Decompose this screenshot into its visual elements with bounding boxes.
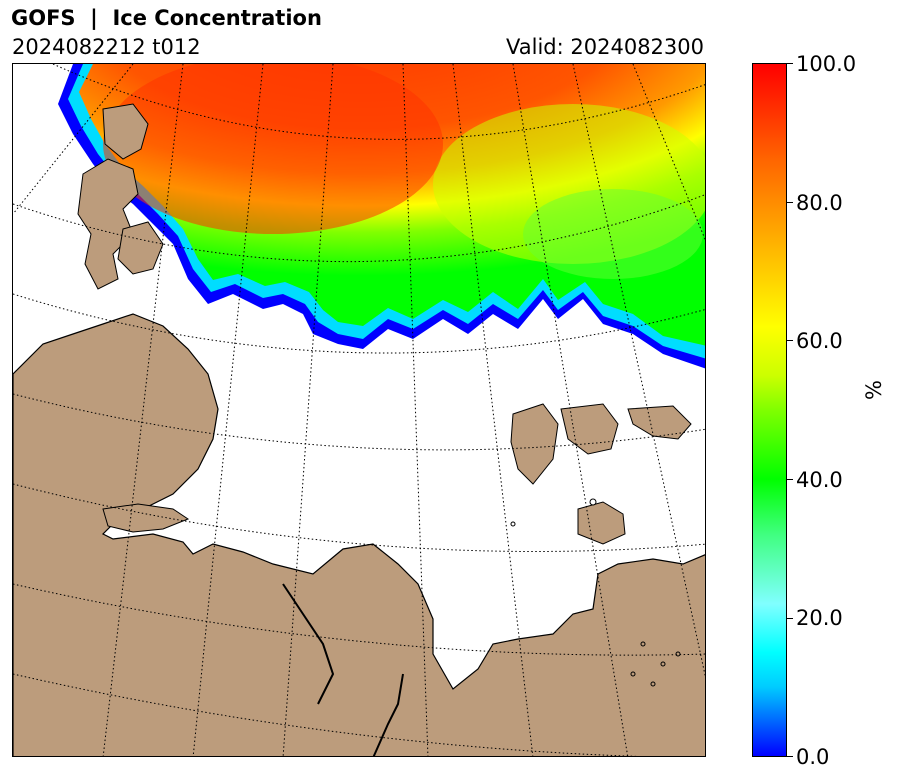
- colorbar-tick-mark: [787, 202, 793, 203]
- ice-red-core: [103, 64, 443, 234]
- ne-island-b: [560, 403, 619, 455]
- colorbar: [752, 63, 787, 757]
- islet: [589, 498, 597, 506]
- islet: [675, 651, 681, 657]
- river-ob: [372, 673, 404, 756]
- map-panel: [12, 63, 706, 757]
- mainland: [13, 313, 705, 756]
- river-pechora: [282, 583, 335, 705]
- islet: [510, 521, 516, 527]
- kola-peninsula: [102, 503, 190, 533]
- ice-green-patch: [523, 189, 703, 279]
- latitude-lines: [13, 64, 705, 756]
- islet: [660, 661, 666, 667]
- colorbar-tick-mark: [787, 63, 793, 64]
- colorbar-tick-mark: [787, 340, 793, 341]
- nw-island: [102, 103, 149, 160]
- ne-island-a: [510, 403, 559, 485]
- chart-title: GOFS | Ice Concentration: [11, 6, 322, 30]
- ne-island-c: [627, 405, 692, 440]
- islet: [640, 641, 646, 647]
- bear-island: [117, 221, 164, 275]
- colorbar-tick-label: 60.0: [796, 329, 843, 353]
- ne-island-d: [577, 501, 626, 545]
- islet: [630, 671, 636, 677]
- svalbard-landmass: [77, 158, 139, 290]
- colorbar-tick-mark: [787, 479, 793, 480]
- colorbar-tick-mark: [787, 756, 793, 757]
- colorbar-tick-label: 40.0: [796, 468, 843, 492]
- colorbar-tick-label: 100.0: [796, 52, 857, 76]
- colorbar-tick-mark: [787, 618, 793, 619]
- islet: [650, 681, 656, 687]
- colorbar-unit-label: %: [862, 380, 886, 400]
- colorbar-tick-label: 20.0: [796, 606, 843, 630]
- valid-time-label: Valid: 2024082300: [506, 35, 704, 59]
- colorbar-tick-label: 80.0: [796, 191, 843, 215]
- init-time-label: 2024082212 t012: [12, 35, 201, 59]
- colorbar-tick-label: 0.0: [796, 745, 830, 769]
- map-svg: [13, 64, 705, 756]
- longitude-lines: [13, 64, 705, 756]
